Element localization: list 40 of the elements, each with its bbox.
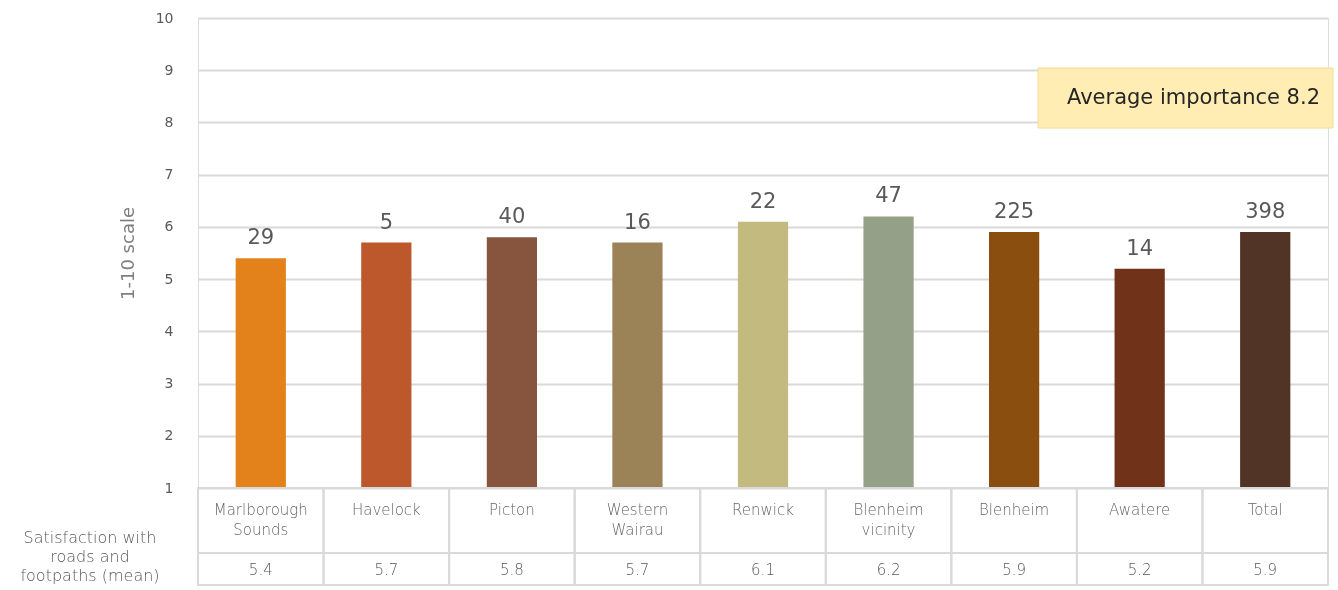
data-label: 5.8 <box>499 561 524 579</box>
data-label: 5.9 <box>1253 561 1278 579</box>
data-label: 5.2 <box>1127 561 1152 579</box>
data-label: 5.7 <box>625 561 650 579</box>
annotation: 225 <box>994 199 1035 224</box>
y-tick-label: 5 <box>164 270 174 287</box>
y-tick-label: 8 <box>164 113 174 130</box>
annotation: 47 <box>875 183 902 208</box>
y-tick-label: 4 <box>164 322 174 339</box>
data-label: 6.1 <box>751 561 775 579</box>
x-tick-label: Total <box>1247 500 1283 519</box>
y-tick-label: 7 <box>164 166 174 183</box>
data-label: 6.2 <box>876 561 901 579</box>
text: Satisfaction with roads and footpaths (mean) <box>20 528 160 585</box>
y-tick-label: 10 <box>155 9 174 26</box>
annotation: 14 <box>1126 235 1154 260</box>
x-tick-label: Blenheim vicinity <box>853 500 924 539</box>
y-tick-label: 9 <box>164 61 174 78</box>
data-label: 5.7 <box>374 561 399 579</box>
data-label: 5.9 <box>1002 561 1027 579</box>
y-tick-label: 3 <box>164 375 174 392</box>
annotation: 16 <box>624 209 651 234</box>
annotation: 398 <box>1245 199 1286 224</box>
y-tick-label: 2 <box>164 427 174 444</box>
x-tick-label: Western Wairau <box>606 500 669 539</box>
y-tick-label: 1 <box>164 479 174 496</box>
y-axis-title: 1-10 scale <box>116 207 138 300</box>
annotation: 22 <box>749 188 777 213</box>
annotation: 5 <box>379 209 394 234</box>
data-label: 5.4 <box>248 561 273 579</box>
annotation: Average importance 8.2 <box>1067 85 1320 109</box>
x-tick-label: Renwick <box>732 500 795 519</box>
annotation: 40 <box>498 204 526 229</box>
y-tick-label: 6 <box>164 218 174 235</box>
annotation: 29 <box>247 225 275 250</box>
x-tick-label: Picton <box>489 500 535 519</box>
x-tick-label: Awatere <box>1109 500 1171 519</box>
x-tick-label: Blenheim <box>978 500 1050 519</box>
x-tick-label: Marlborough Sounds <box>213 500 308 539</box>
x-tick-label: Havelock <box>351 500 422 519</box>
